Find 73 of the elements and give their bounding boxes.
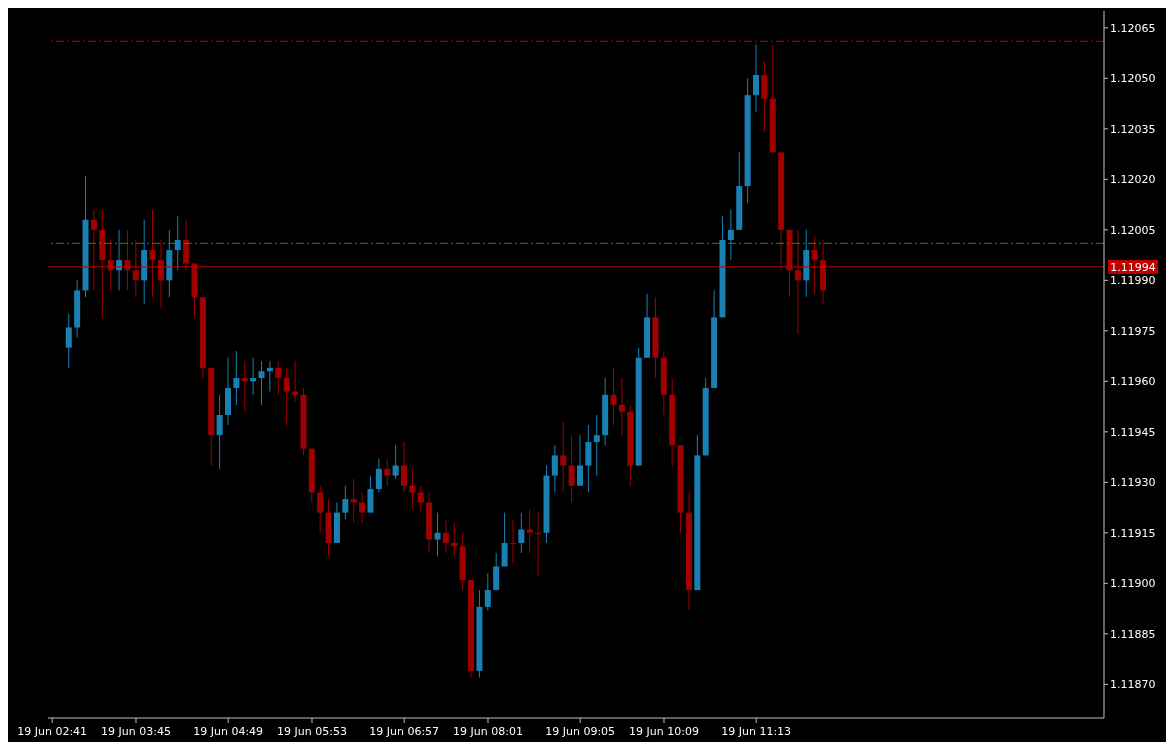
- candlestick: [183, 219, 190, 271]
- candlestick: [132, 239, 139, 298]
- candlestick: [442, 518, 449, 554]
- candlestick: [367, 475, 374, 514]
- ref-line-label: 1.11994: [1110, 260, 1156, 274]
- candlestick: [509, 518, 516, 564]
- x-tick-label: 19 Jun 02:41: [17, 725, 88, 738]
- candlestick: [375, 458, 382, 493]
- y-tick-label: 1.12065: [1110, 21, 1156, 35]
- candlestick: [811, 236, 818, 295]
- y-tick-label: 1.11930: [1110, 476, 1156, 490]
- x-tick-label: 19 Jun 11:13: [721, 725, 792, 738]
- candlestick: [350, 478, 357, 524]
- candlestick: [501, 512, 508, 567]
- x-tick-label: 19 Jun 10:09: [629, 725, 699, 738]
- candlestick: [518, 512, 525, 554]
- x-tick-label: 19 Jun 09:05: [545, 725, 616, 738]
- candlestick: [727, 209, 734, 261]
- x-tick-label: 19 Jun 03:45: [101, 725, 171, 738]
- y-tick-label: 1.11975: [1110, 324, 1156, 338]
- candlestick: [585, 424, 592, 493]
- y-tick-label: 1.11945: [1110, 425, 1156, 439]
- candlestick: [401, 441, 407, 493]
- y-tick-label: 1.11915: [1110, 526, 1156, 540]
- candlestick: [577, 434, 583, 487]
- candlestick: [174, 215, 181, 271]
- candlestick: [593, 414, 600, 477]
- candlestick: [275, 360, 282, 396]
- y-tick-label: 1.12020: [1110, 173, 1156, 187]
- candlestick: [409, 468, 416, 510]
- y-tick-label: 1.11885: [1110, 627, 1156, 641]
- candlestick: [610, 367, 617, 426]
- x-tick-label: 19 Jun 06:57: [369, 725, 440, 738]
- candlestick: [568, 434, 575, 504]
- candlestick: [233, 350, 240, 406]
- candlestick: [384, 458, 391, 487]
- candlestick: [451, 522, 458, 557]
- x-tick-label: 19 Jun 05:53: [277, 725, 347, 738]
- y-tick-label: 1.12035: [1110, 122, 1156, 136]
- candlestick: [484, 572, 491, 611]
- candlestick: [258, 360, 265, 406]
- candlestick: [90, 209, 97, 291]
- x-tick-label: 19 Jun 04:49: [193, 725, 264, 738]
- y-tick-label: 1.11990: [1110, 274, 1156, 288]
- candlestick: [794, 229, 801, 335]
- candlestick: [392, 444, 399, 480]
- candlestick: [292, 360, 299, 403]
- y-tick-label: 1.12005: [1110, 223, 1156, 237]
- candlestick: [551, 444, 558, 493]
- candlestick: [434, 512, 441, 557]
- candlestick: [753, 44, 759, 113]
- candlestick: [266, 360, 273, 392]
- candlestick: [535, 512, 542, 578]
- candlestick: [417, 485, 424, 514]
- candlestick: [526, 508, 533, 554]
- y-tick-label: 1.12050: [1110, 72, 1156, 86]
- candlestick: [283, 367, 290, 426]
- candlestick: [493, 552, 500, 591]
- candlestick: [317, 485, 324, 534]
- candlestick: [342, 485, 349, 520]
- candlestick: [618, 377, 625, 436]
- candlestick: [761, 61, 768, 133]
- candlestick: [560, 421, 567, 493]
- candlestick: [250, 357, 257, 396]
- candlestick: [149, 209, 156, 298]
- candlestick: [359, 491, 366, 524]
- y-tick-label: 1.11960: [1110, 375, 1156, 389]
- y-tick-label: 1.11900: [1110, 577, 1156, 591]
- y-tick-label: 1.11870: [1110, 678, 1156, 692]
- candlestick: [216, 394, 223, 470]
- candlestick: [241, 360, 248, 413]
- candlestick: [65, 313, 72, 369]
- x-tick-label: 19 Jun 08:01: [453, 725, 523, 738]
